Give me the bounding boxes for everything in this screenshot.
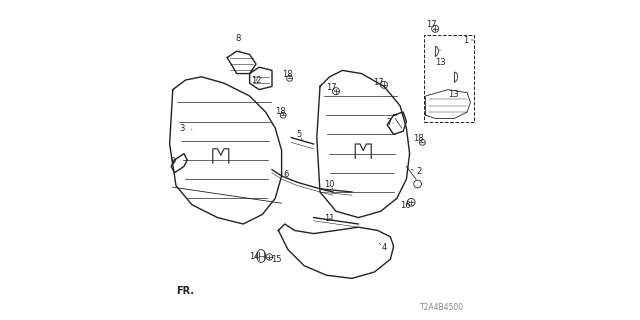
Text: 18: 18	[275, 107, 285, 116]
Circle shape	[287, 76, 292, 81]
Circle shape	[280, 112, 286, 118]
Text: 18: 18	[282, 70, 292, 79]
Text: 10: 10	[324, 180, 334, 189]
Text: 8: 8	[236, 34, 241, 51]
Text: FR.: FR.	[176, 285, 194, 296]
Text: 15: 15	[271, 255, 282, 264]
Text: 5: 5	[296, 130, 302, 140]
Text: 13: 13	[449, 90, 459, 99]
Circle shape	[420, 140, 425, 145]
Text: 13: 13	[435, 50, 445, 67]
Text: 2: 2	[412, 167, 422, 176]
Text: T2A4B4500: T2A4B4500	[420, 303, 463, 312]
Text: 17: 17	[326, 83, 337, 92]
Text: 9: 9	[171, 157, 176, 166]
Text: 14: 14	[249, 252, 260, 261]
Text: 17: 17	[426, 20, 436, 29]
Text: 18: 18	[413, 134, 424, 143]
Bar	[424, 35, 474, 122]
Text: 4: 4	[380, 243, 387, 252]
Text: 12: 12	[251, 76, 261, 85]
Text: 7: 7	[386, 118, 394, 127]
Text: 6: 6	[284, 170, 289, 179]
Text: 3: 3	[179, 124, 192, 133]
Text: 1: 1	[463, 36, 474, 44]
Text: 11: 11	[324, 214, 334, 223]
Text: 16: 16	[401, 201, 411, 210]
Text: 17: 17	[373, 78, 384, 87]
